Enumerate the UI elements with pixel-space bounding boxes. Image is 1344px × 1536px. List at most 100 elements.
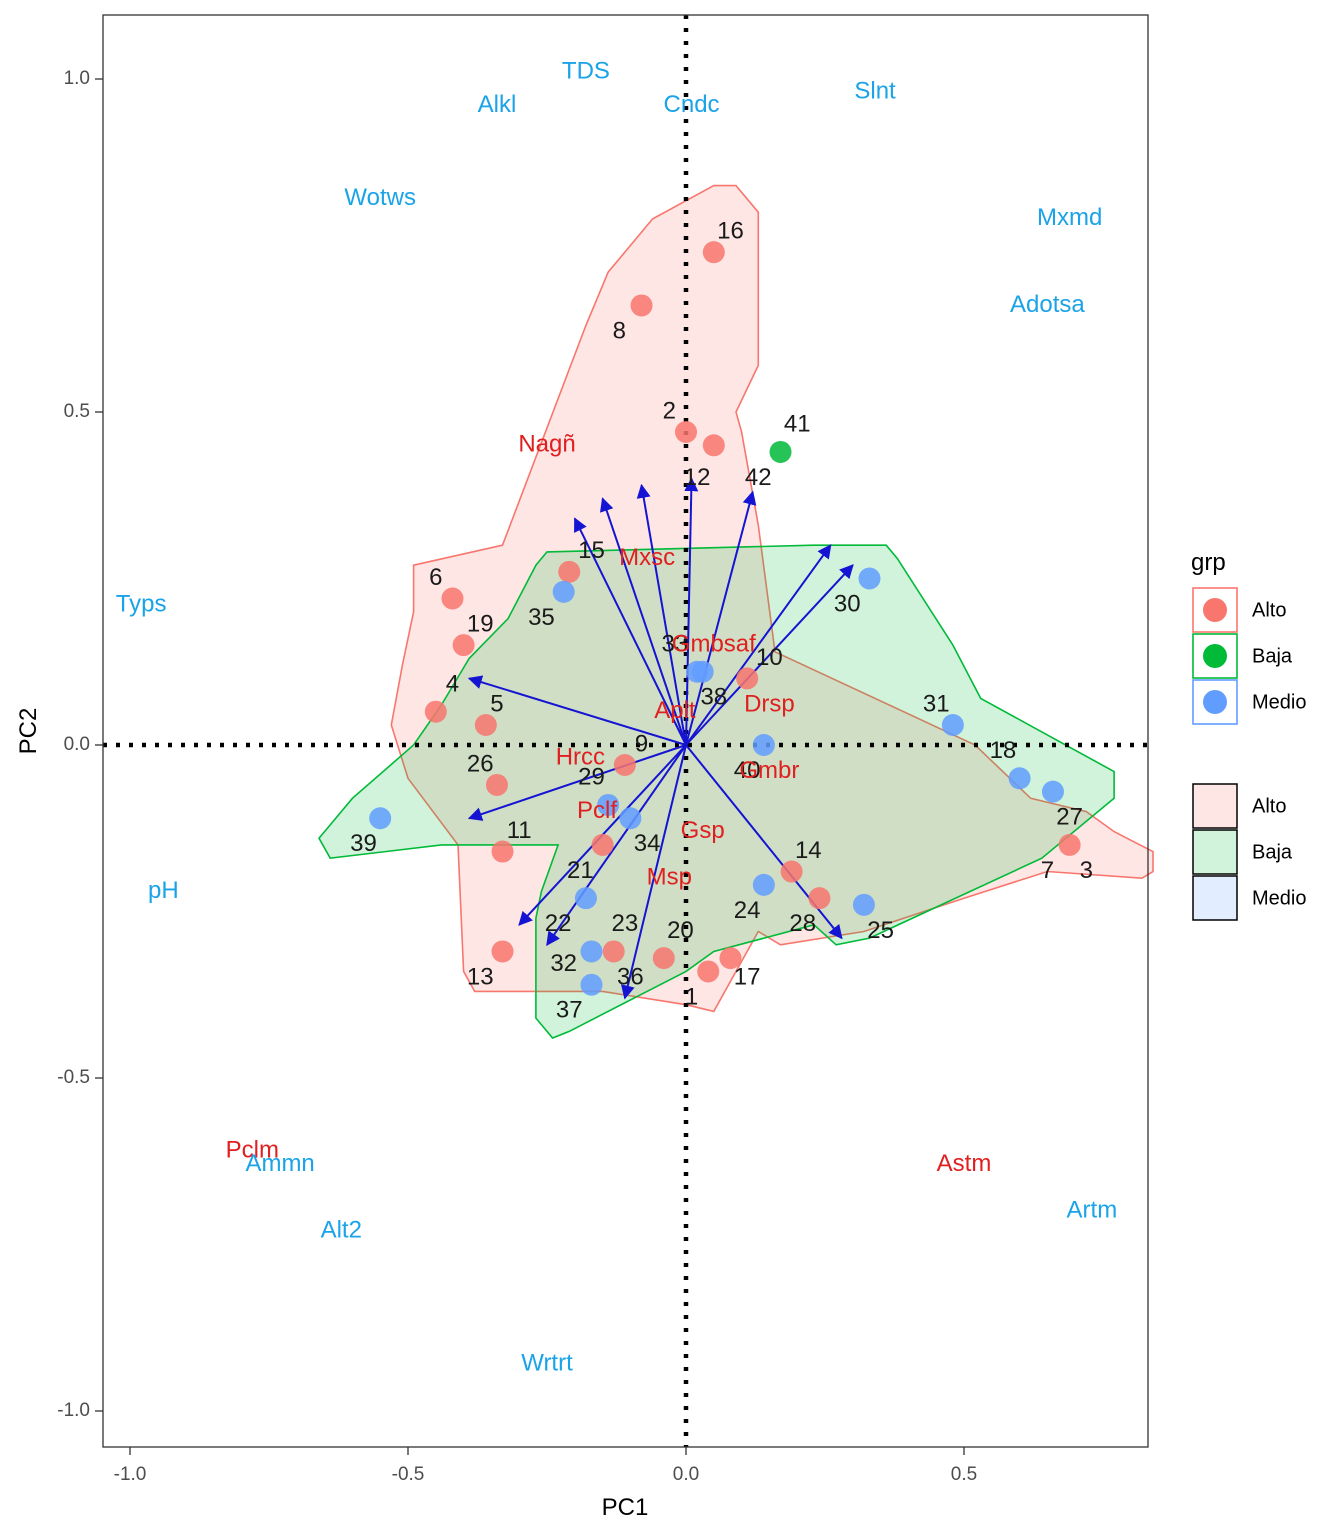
hull-baja <box>318 544 1115 1039</box>
legend-fill-swatch-medio <box>1192 875 1238 921</box>
observation-label: 17 <box>734 963 761 990</box>
point-medio-34 <box>619 807 642 830</box>
observation-label: 27 <box>1056 804 1083 831</box>
variable-label: Pclf <box>577 797 617 824</box>
point-alto-20 <box>652 947 675 970</box>
point-medio-40 <box>752 734 775 756</box>
point-medio-37 <box>580 973 603 996</box>
observation-label: 38 <box>700 684 727 711</box>
point-alto-9 <box>613 753 636 776</box>
observation-label: 42 <box>745 464 772 491</box>
point-alto-6 <box>441 587 464 610</box>
observation-label: 23 <box>611 910 638 937</box>
observation-label: 13 <box>467 963 494 990</box>
variable-arrow <box>685 544 832 746</box>
variable-label: Wrtrt <box>521 1350 573 1377</box>
variable-arrow <box>546 744 687 946</box>
observation-label: 8 <box>613 317 626 344</box>
legend-point-label: Medio <box>1252 691 1306 713</box>
variable-label: pH <box>148 877 179 904</box>
point-alto-14 <box>780 860 803 883</box>
observation-label: 30 <box>834 590 861 617</box>
observation-label: 16 <box>717 218 744 245</box>
point-alto-19 <box>452 634 475 657</box>
point-medio-31 <box>941 714 964 737</box>
observation-points <box>369 241 1081 996</box>
observation-label: 7 <box>1041 857 1054 884</box>
point-alto-21 <box>591 833 614 856</box>
legend-title: grp <box>1191 549 1226 576</box>
observation-label: 1 <box>685 983 698 1010</box>
observation-label: 40 <box>734 757 761 784</box>
observation-label: 14 <box>795 837 822 864</box>
variable-label: Gmbsaf <box>672 630 756 657</box>
variable-arrow <box>620 744 687 1000</box>
legend-point-label: Baja <box>1252 645 1293 667</box>
x-axis-title: PC1 <box>602 1494 649 1521</box>
variable-label: Gsp <box>681 817 725 844</box>
x-tick-label: -0.5 <box>392 1464 425 1485</box>
observation-label: 4 <box>446 670 459 697</box>
observation-label: 24 <box>734 897 761 924</box>
variable-label: TDS <box>562 58 610 85</box>
point-medio-24 <box>752 873 775 896</box>
point-medio-35 <box>552 580 575 603</box>
x-tick-label: -1.0 <box>114 1464 147 1485</box>
y-tick-label: 1.0 <box>64 68 90 89</box>
point-alto-28 <box>808 887 831 910</box>
legend-point-label: Alto <box>1252 599 1286 621</box>
variable-label: Alt2 <box>321 1217 362 1244</box>
point-alto-10 <box>736 667 759 690</box>
variable-arrow <box>467 675 687 746</box>
variable-arrow <box>685 564 854 746</box>
observation-label: 28 <box>789 910 816 937</box>
observation-label: 35 <box>528 604 555 631</box>
variable-arrow <box>467 744 687 821</box>
variable-label: Drsp <box>744 690 795 717</box>
observation-label: 11 <box>507 817 532 844</box>
observation-label: 6 <box>429 564 442 591</box>
variable-arrow <box>684 477 699 746</box>
legend-fill-swatch-alto <box>1192 783 1238 829</box>
point-alto-23 <box>602 940 625 963</box>
point-alto-2 <box>675 420 697 443</box>
observation-label: 32 <box>550 950 577 977</box>
observation-label: 33 <box>662 630 689 657</box>
observation-label: 3 <box>1080 857 1093 884</box>
observation-label: 19 <box>467 610 494 637</box>
point-medio-39 <box>369 807 392 830</box>
observation-label: 15 <box>578 537 605 564</box>
point-alto-1 <box>719 947 742 970</box>
variable-label: Slnt <box>854 78 896 105</box>
x-tick-label: 0.0 <box>673 1464 699 1485</box>
observation-label: 34 <box>634 830 661 857</box>
variable-label: Artm <box>1067 1197 1118 1224</box>
point-alto-15 <box>558 560 581 583</box>
variable-label: Wotws <box>344 184 416 211</box>
variable-label: Typs <box>116 590 167 617</box>
point-alto-4 <box>424 700 447 723</box>
y-axis-title: PC2 <box>15 708 42 755</box>
point-baja-41 <box>769 440 792 463</box>
point-medio-38 <box>691 660 714 683</box>
variable-label: Alkl <box>478 91 517 118</box>
observation-label: 41 <box>784 411 811 438</box>
observation-label: 21 <box>567 857 594 884</box>
point-medio-30 <box>858 567 881 590</box>
variable-label: Nagñ <box>518 431 575 458</box>
point-alto-13 <box>491 940 514 963</box>
axes: -1.0 -0.5 0.0 0.5 -1.0 -0.5 0.0 0.5 1.0 <box>57 68 977 1485</box>
observation-label: 36 <box>617 963 644 990</box>
variable-label: Mxsc <box>619 544 675 571</box>
point-alto-5 <box>474 714 497 737</box>
legend-fill-label: Alto <box>1252 795 1286 817</box>
y-tick-label: -1.0 <box>57 1400 90 1421</box>
y-tick-label: -0.5 <box>57 1067 90 1088</box>
observation-label: 29 <box>578 764 605 791</box>
variable-arrow <box>573 517 687 746</box>
observation-label: 2 <box>663 397 676 424</box>
point-medio-27 <box>1041 780 1064 803</box>
legend-point-swatch-medio <box>1203 690 1227 714</box>
observation-label: 31 <box>923 690 950 717</box>
